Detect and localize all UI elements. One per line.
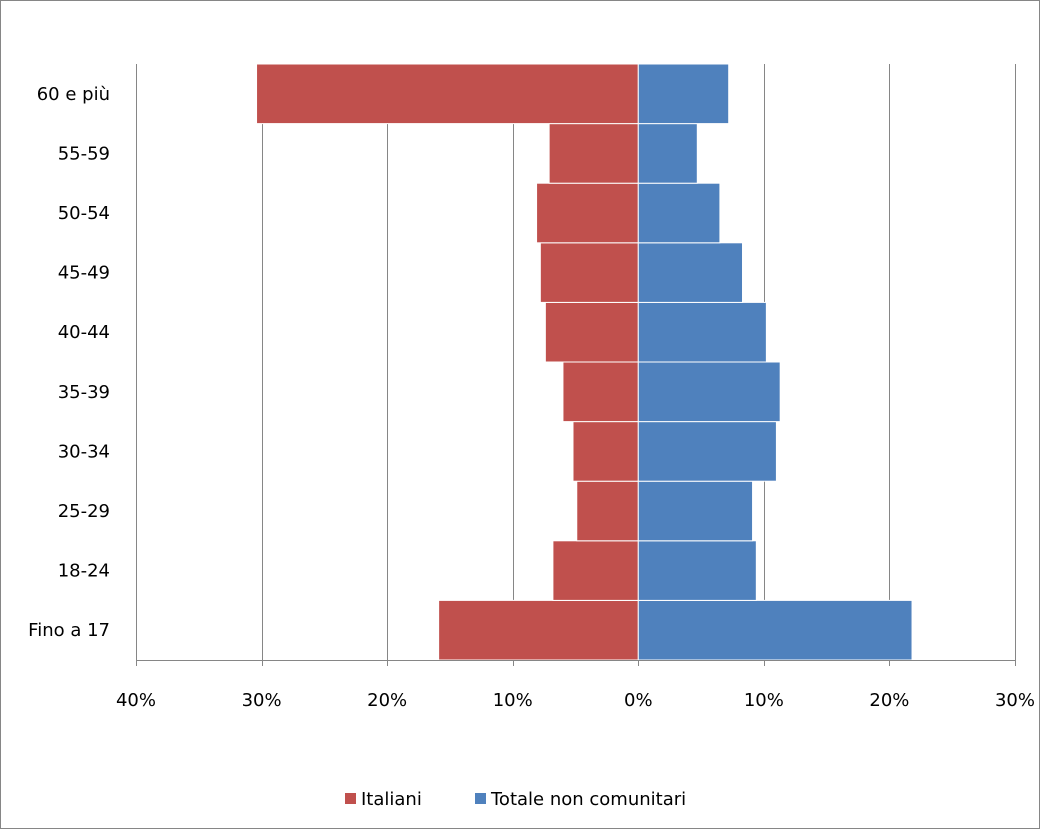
- legend-label-non-comunitari: Totale non comunitari: [490, 789, 686, 810]
- category-label: 30-34: [58, 441, 110, 462]
- category-label: 60 e più: [37, 84, 110, 105]
- legend-swatch-italiani: [345, 793, 356, 804]
- bar-non-comunitari-8: [637, 123, 698, 184]
- bar-italiani-1: [552, 540, 639, 601]
- x-tick-label: 10%: [493, 690, 533, 711]
- x-tick-label: 20%: [367, 690, 407, 711]
- bar-italiani-3: [572, 421, 639, 482]
- bar-italiani-4: [562, 361, 639, 423]
- bar-italiani-5: [544, 301, 639, 363]
- category-label: 45-49: [58, 263, 110, 284]
- x-tick-label: 10%: [744, 690, 784, 711]
- bar-italiani-9: [256, 63, 639, 125]
- bar-non-comunitari-5: [637, 301, 767, 363]
- bar-non-comunitari-1: [637, 540, 757, 601]
- x-tick-label: 30%: [995, 690, 1035, 711]
- bar-non-comunitari-3: [637, 421, 777, 482]
- bars: [256, 63, 913, 661]
- category-label: 25-29: [58, 501, 110, 522]
- category-label: 18-24: [58, 561, 110, 582]
- bar-non-comunitari-2: [637, 480, 754, 542]
- legend: Italiani Totale non comunitari: [345, 789, 686, 810]
- x-tick-label: 40%: [116, 690, 156, 711]
- category-label: 50-54: [58, 203, 110, 224]
- bar-italiani-0: [438, 599, 639, 661]
- category-label: 35-39: [58, 382, 110, 403]
- legend-swatch-non-comunitari: [475, 793, 486, 804]
- bar-italiani-8: [548, 123, 639, 184]
- legend-label-italiani: Italiani: [361, 789, 422, 810]
- bar-italiani-2: [576, 480, 639, 542]
- x-tick-labels: 40% 30% 20% 10% 0% 10% 20% 30%: [116, 690, 1035, 711]
- x-tick-label: 30%: [242, 690, 282, 711]
- axes: [136, 64, 1016, 666]
- category-label: Fino a 17: [28, 620, 110, 641]
- bar-italiani-6: [539, 242, 639, 303]
- bar-non-comunitari-4: [637, 361, 781, 423]
- bar-non-comunitari-9: [637, 63, 730, 125]
- bar-non-comunitari-6: [637, 242, 744, 303]
- bar-non-comunitari-0: [637, 599, 913, 661]
- bar-non-comunitari-7: [637, 182, 721, 244]
- category-label: 40-44: [58, 322, 110, 343]
- category-label: 55-59: [58, 143, 110, 164]
- x-tick-label: 0%: [624, 690, 653, 711]
- x-tick-label: 20%: [869, 690, 909, 711]
- bar-italiani-7: [536, 182, 639, 244]
- category-labels: Fino a 17 18-24 25-29 30-34 35-39 40-44 45-49 5…: [28, 84, 110, 641]
